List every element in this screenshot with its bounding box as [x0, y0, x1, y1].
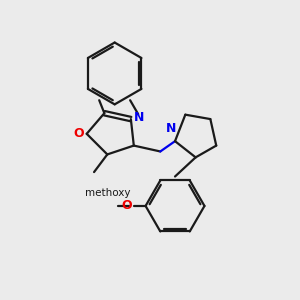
Text: methoxy: methoxy: [85, 188, 130, 198]
Text: N: N: [166, 122, 177, 135]
Text: O: O: [122, 200, 132, 212]
Text: O: O: [73, 127, 84, 140]
Text: N: N: [134, 111, 144, 124]
